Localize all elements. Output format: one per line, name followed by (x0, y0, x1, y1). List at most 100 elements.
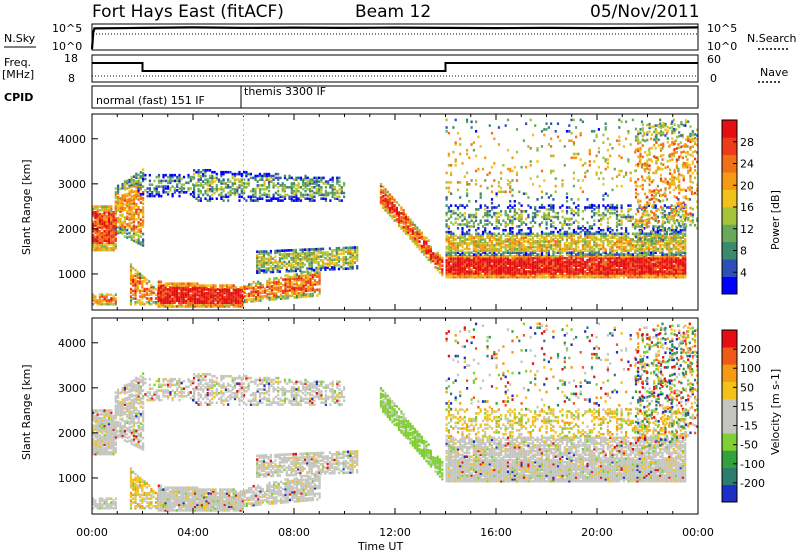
heatmap-cell (344, 257, 347, 261)
heatmap-cell (545, 249, 548, 253)
heatmap-cell (196, 291, 199, 295)
heatmap-cell (308, 197, 312, 200)
heatmap-cell (488, 255, 491, 258)
heatmap-cell (299, 193, 302, 197)
heatmap-cell (543, 245, 546, 249)
heatmap-cell (241, 293, 244, 297)
heatmap-cell (568, 232, 571, 236)
heatmap-cell (450, 232, 453, 236)
heatmap-cell (268, 174, 271, 178)
heatmap-cell (209, 290, 213, 293)
heatmap-cell (135, 174, 138, 178)
heatmap-cell (320, 186, 323, 189)
heatmap-cell (128, 216, 131, 220)
heatmap-cell (310, 265, 313, 268)
heatmap-cell (148, 183, 151, 186)
heatmap-cell (459, 211, 462, 215)
heatmap-cell (268, 281, 271, 284)
heatmap-cell (584, 260, 587, 264)
heatmap-cell (463, 232, 466, 236)
heatmap-cell (452, 245, 455, 249)
heatmap-cell (173, 291, 176, 295)
heatmap-cell (391, 209, 394, 212)
heatmap-cell (196, 299, 199, 303)
heatmap-cell (284, 281, 287, 285)
heatmap-cell (254, 176, 257, 180)
heatmap-cell (276, 266, 279, 270)
heatmap-cell (452, 258, 455, 262)
heatmap-cell (129, 297, 133, 300)
heatmap-cell (265, 261, 268, 265)
heatmap-cell (590, 247, 594, 251)
heatmap-cell (308, 182, 312, 185)
heatmap-cell (148, 189, 151, 192)
heatmap-cell (121, 209, 124, 213)
heatmap-cell (527, 234, 530, 237)
heatmap-cell (308, 252, 311, 255)
heatmap-cell (452, 211, 455, 215)
heatmap-cell (278, 266, 281, 270)
heatmap-cell (420, 235, 423, 238)
heatmap-cell (568, 270, 571, 273)
heatmap-cell (187, 293, 190, 297)
heatmap-cell (600, 274, 603, 277)
heatmap-cell (441, 273, 444, 277)
heatmap-cell (398, 213, 401, 216)
heatmap-cell (302, 282, 305, 285)
heatmap-cell (208, 176, 212, 180)
heatmap-cell (114, 302, 117, 306)
heatmap-cell (299, 195, 302, 199)
heatmap-cell (463, 256, 466, 260)
heatmap-cell (420, 237, 423, 240)
heatmap-cell (588, 249, 591, 253)
heatmap-cell (107, 222, 111, 225)
heatmap-cell (300, 295, 303, 299)
heatmap-cell (579, 236, 582, 239)
heatmap-cell (258, 263, 261, 267)
heatmap-cell (640, 260, 644, 264)
heatmap-cell (602, 255, 605, 258)
heatmap-cell (182, 286, 185, 289)
heatmap-cell (105, 218, 108, 222)
heatmap-cell (236, 191, 239, 195)
heatmap-cell (214, 288, 217, 291)
heatmap-cell (540, 264, 544, 268)
heatmap-cell (615, 275, 619, 279)
heatmap-cell (218, 180, 221, 183)
heatmap-cell (497, 256, 500, 260)
heatmap-cell (506, 255, 510, 258)
heatmap-cell (618, 258, 621, 262)
heatmap-cell (382, 195, 385, 198)
heatmap-cell (606, 256, 609, 260)
heatmap-cell (194, 288, 197, 291)
heatmap-cell (335, 248, 338, 252)
heatmap-cell (456, 251, 460, 254)
heatmap-cell (180, 291, 183, 295)
heatmap-cell (534, 249, 537, 253)
heatmap-cell (477, 262, 480, 266)
heatmap-cell (114, 194, 117, 198)
heatmap-cell (336, 195, 339, 199)
heatmap-cell (274, 191, 277, 195)
heatmap-cell (536, 253, 539, 256)
heatmap-cell (547, 264, 550, 268)
heatmap-cell (668, 262, 671, 266)
heatmap-cell (661, 243, 664, 247)
heatmap-cell (342, 250, 345, 254)
heatmap-cell (538, 234, 541, 237)
heatmap-cell (304, 176, 307, 180)
heatmap-cell (205, 291, 208, 295)
heatmap-cell (180, 284, 183, 287)
heatmap-cell (411, 226, 414, 230)
heatmap-cell (620, 264, 623, 268)
heatmap-cell (643, 274, 646, 277)
heatmap-cell (203, 290, 206, 293)
heatmap-cell (351, 248, 354, 251)
heatmap-cell (105, 216, 108, 220)
heatmap-cell (445, 272, 448, 275)
heatmap-cell (254, 174, 257, 178)
heatmap-cell (647, 240, 650, 243)
heatmap-cell (520, 234, 523, 237)
heatmap-cell (627, 232, 630, 236)
heatmap-cell (303, 263, 306, 267)
